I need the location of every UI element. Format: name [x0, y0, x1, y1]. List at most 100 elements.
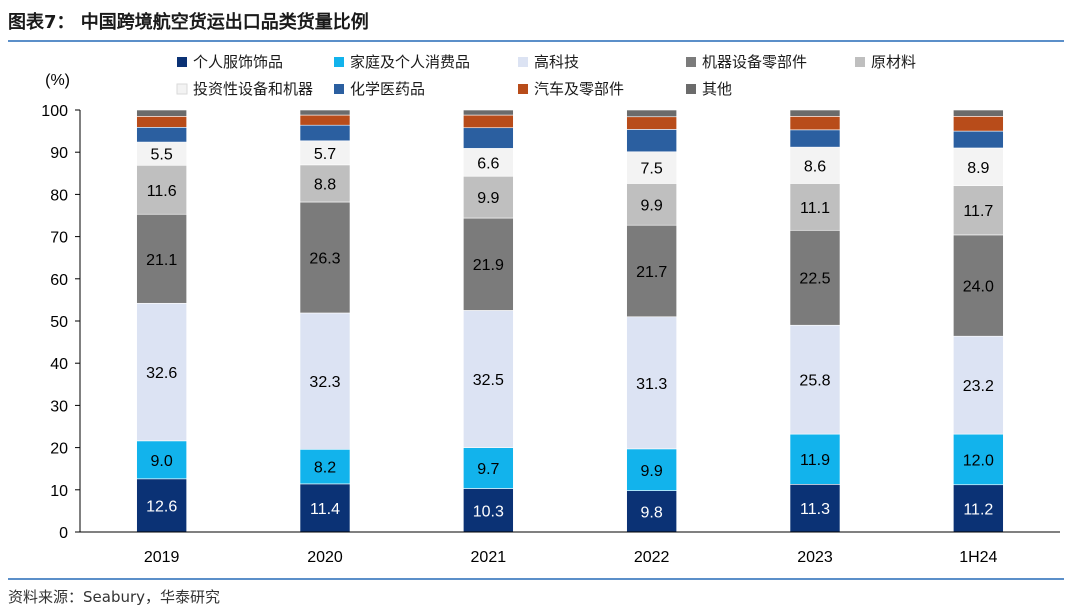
data-label: 9.9	[641, 463, 663, 480]
x-tick-label: 2021	[471, 549, 507, 566]
data-label: 11.2	[963, 501, 993, 518]
data-label: 9.0	[151, 453, 173, 470]
data-label: 9.9	[477, 190, 499, 207]
bar-segment	[136, 478, 187, 533]
data-label: 22.5	[799, 271, 830, 288]
bar-segment	[626, 183, 677, 226]
data-label: 32.5	[473, 372, 504, 389]
legend-swatch	[177, 57, 187, 67]
data-label: 10.3	[473, 503, 504, 520]
bottom-rule	[8, 578, 1064, 580]
legend-label: 化学医药品	[350, 80, 425, 98]
bar-segment	[789, 433, 841, 485]
y-axis-ticks: 0 10 20 30 40 50 60 70 80 90 100	[41, 103, 80, 542]
legend-label: 个人服饰饰品	[193, 53, 283, 71]
bar-segment	[626, 116, 677, 130]
bar-segment	[136, 164, 187, 215]
bar-segment	[463, 175, 514, 219]
legend-label: 高科技	[534, 53, 579, 71]
data-label: 9.7	[477, 461, 499, 478]
legend-swatch	[518, 57, 528, 67]
bar-segment	[626, 109, 677, 118]
y-tick-label: 30	[50, 398, 68, 415]
y-tick-label: 20	[50, 441, 68, 458]
legend-swatch	[686, 57, 696, 67]
legend-label: 投资性设备和机器	[193, 80, 313, 98]
bar-segment	[463, 109, 514, 116]
data-label: 11.4	[310, 501, 340, 518]
data-label: 23.2	[963, 378, 994, 395]
x-tick-label: 1H24	[959, 549, 997, 566]
bar-segment	[136, 440, 187, 480]
data-label: 11.6	[147, 183, 177, 200]
bar-stack-1h24: 11.2 12.0 23.2 24.0 11.7 8.9	[953, 109, 1004, 533]
legend-swatch	[518, 84, 528, 94]
legend-label: 汽车及零部件	[534, 80, 624, 98]
x-tick-label: 2023	[797, 549, 833, 566]
bar-segment	[299, 164, 351, 203]
bar-segment	[136, 116, 187, 128]
bar-segment	[136, 127, 187, 143]
data-label: 11.3	[800, 501, 830, 518]
legend-label: 家庭及个人消费品	[350, 53, 470, 71]
chart-title: 图表7： 中国跨境航空货运出口品类货量比例	[8, 12, 369, 33]
data-label: 21.9	[473, 257, 504, 274]
bar-stack-2023: 11.3 11.9 25.8 22.5 11.1 8.6	[789, 109, 841, 533]
data-label: 11.1	[800, 200, 830, 217]
bar-segment	[953, 433, 1004, 486]
bar-segment	[626, 224, 677, 318]
y-tick-label: 70	[50, 230, 68, 247]
bar-segment	[953, 109, 1004, 117]
bar-stack-2021: 10.3 9.7 32.5 21.9 9.9 6.6	[463, 109, 514, 533]
data-label: 21.7	[636, 264, 667, 281]
data-label: 32.3	[309, 374, 340, 391]
bar-segment	[136, 213, 187, 304]
bar-segment	[789, 109, 841, 117]
y-tick-label: 0	[59, 525, 68, 542]
data-label: 11.9	[800, 452, 830, 469]
data-label: 24.0	[963, 279, 994, 296]
bar-segment	[299, 124, 351, 142]
data-label: 9.9	[641, 197, 663, 214]
bar-segment	[136, 302, 187, 442]
x-tick-label: 2020	[307, 549, 343, 566]
legend-swatch	[855, 57, 865, 67]
bar-segment	[299, 483, 351, 533]
legend-swatch	[334, 84, 344, 94]
x-axis-ticks: 2019 2020 2021 2022 2023 1H24	[144, 549, 998, 566]
y-tick-label: 10	[50, 483, 68, 500]
bar-segment	[953, 185, 1004, 236]
data-label: 5.5	[151, 147, 173, 164]
bar-segment	[463, 127, 514, 149]
data-label: 32.6	[146, 365, 177, 382]
bar-segment	[789, 146, 841, 184]
bar-segment	[626, 316, 677, 450]
y-tick-label: 100	[41, 103, 68, 120]
bar-segment	[136, 109, 187, 117]
data-label: 21.1	[146, 252, 177, 269]
data-label: 11.7	[963, 203, 993, 220]
bar-segment	[953, 116, 1004, 132]
bar-segment	[953, 335, 1004, 435]
data-label: 12.6	[146, 498, 177, 515]
bar-segment	[463, 217, 514, 311]
bar-segment	[626, 151, 677, 184]
x-tick-label: 2022	[634, 549, 670, 566]
bar-segment	[953, 147, 1004, 186]
bars: 12.6 9.0 32.6 21.1 11.6 5.5 11.4 8.2 32.3 26.3 8.8…	[136, 109, 1004, 533]
y-tick-label: 90	[50, 145, 68, 162]
data-label: 6.6	[477, 155, 499, 172]
bar-segment	[299, 109, 351, 116]
bar-segment	[626, 129, 677, 153]
legend-label: 机器设备零部件	[702, 53, 807, 71]
y-tick-label: 40	[50, 356, 68, 373]
bar-segment	[299, 114, 351, 126]
data-label: 5.7	[314, 146, 336, 163]
bar-segment	[789, 129, 841, 148]
bar-segment	[626, 448, 677, 491]
data-label: 8.2	[314, 460, 336, 477]
bar-segment	[789, 116, 841, 131]
data-label: 26.3	[309, 250, 340, 267]
